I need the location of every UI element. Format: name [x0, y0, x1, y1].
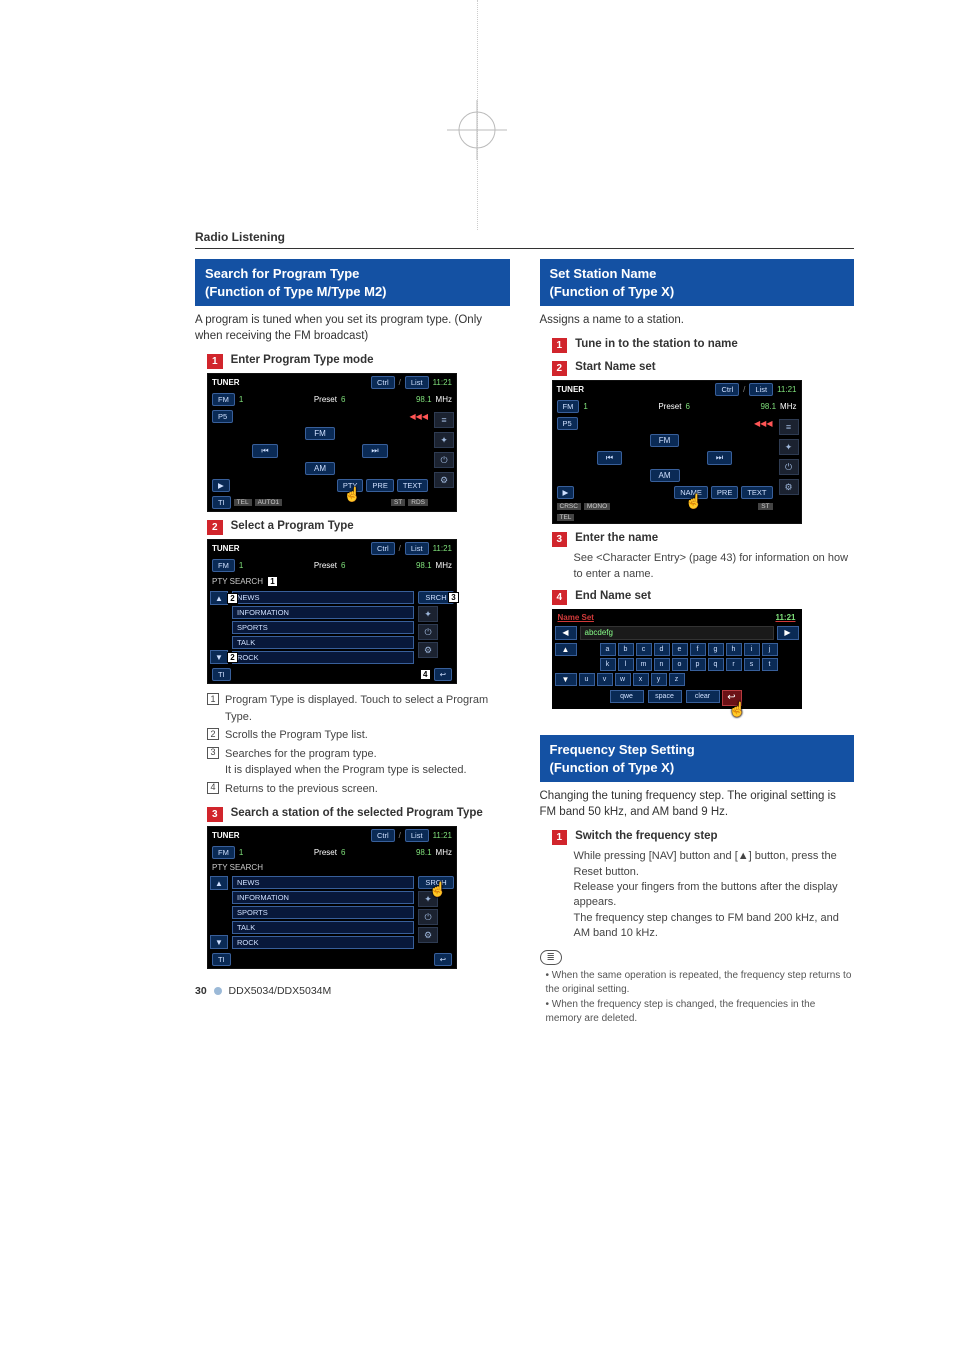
intro-text: Assigns a name to a station.	[540, 312, 855, 328]
name-field: abcdefg	[580, 626, 774, 640]
pointer-icon: ☝	[429, 881, 446, 898]
power-icon: ⏻	[434, 452, 454, 468]
cursor-left-icon: ◀	[555, 626, 577, 640]
legend-marker: 3	[207, 747, 219, 759]
step-title: Select a Program Type	[231, 520, 354, 532]
settings-icon: ⚙	[434, 472, 454, 488]
step-number: 3	[552, 532, 568, 547]
step-title: Enter Program Type mode	[231, 354, 374, 366]
tuner-screenshot-ptylist: TUNER Ctrl / List 11:21 FM 1 Preset 6	[207, 539, 457, 684]
nav-icon: ✦	[418, 606, 438, 622]
callout-4: 4	[420, 669, 431, 680]
feature-title-search-pty: Search for Program Type (Function of Typ…	[195, 259, 510, 306]
callout-1: 1	[267, 576, 278, 587]
menu-icon: ≡	[779, 419, 799, 435]
intro-text: A program is tuned when you set its prog…	[195, 312, 510, 344]
legend-marker: 2	[207, 728, 219, 740]
settings-icon: ⚙	[418, 642, 438, 658]
fold-crosshair	[447, 100, 507, 160]
tuner-screenshot-nameset: TUNER Ctrl / List 11:21 FM 1 Preset 6	[552, 380, 802, 524]
note-list: When the same operation is repeated, the…	[540, 969, 855, 1027]
pointer-icon: ☝	[344, 486, 361, 503]
step-number: 4	[552, 590, 568, 605]
return-icon: ↩☝	[722, 690, 742, 706]
step-number: 2	[207, 520, 223, 535]
section-header: Radio Listening	[195, 230, 854, 249]
legend-marker: 4	[207, 782, 219, 794]
scroll-down-icon: ▼	[555, 673, 577, 686]
return-icon: ↩	[434, 953, 452, 966]
step-number: 1	[552, 830, 568, 845]
legend-marker: 1	[207, 693, 219, 705]
power-icon: ⏻	[418, 909, 438, 925]
step-title: Search a station of the selected Program…	[231, 807, 483, 819]
intro-text: Changing the tuning frequency step. The …	[540, 788, 855, 820]
step-body: See <Character Entry> (page 43) for info…	[574, 551, 855, 582]
nav-icon: ✦	[434, 432, 454, 448]
nav-icon: ✦	[779, 439, 799, 455]
scroll-up-icon: ▲	[555, 643, 577, 656]
tuner-screenshot-search: TUNER Ctrl / List 11:21 FM 1 Preset 6	[207, 826, 457, 969]
cursor-right-icon: ▶	[777, 626, 799, 640]
step-title: Start Name set	[575, 361, 656, 373]
page-footer: 30 DDX5034/DDX5034M	[195, 985, 331, 997]
power-icon: ⏻	[779, 459, 799, 475]
step-title: Enter the name	[575, 532, 658, 544]
pointer-icon: ☝	[685, 493, 702, 510]
step-body: While pressing [NAV] button and [▲] butt…	[574, 849, 855, 941]
power-icon: ⏻	[418, 624, 438, 640]
tuner-screenshot-mode: TUNER Ctrl / List 11:21 FM 1 Preset 6	[207, 373, 457, 512]
callout-3: 3	[448, 592, 459, 603]
callout-2: 2	[227, 593, 238, 604]
keyboard-screenshot: Name Set 11:21 ◀ abcdefg ▶ ▲ a b c	[552, 609, 802, 709]
pointer-icon: ☝	[729, 701, 746, 718]
return-icon: ↩	[434, 668, 452, 681]
menu-icon: ≡	[434, 412, 454, 428]
feature-title-set-name: Set Station Name (Function of Type X)	[540, 259, 855, 306]
step-number: 1	[552, 338, 568, 353]
step-number: 3	[207, 807, 223, 822]
step-number: 2	[552, 361, 568, 376]
step-title: End Name set	[575, 590, 651, 602]
callout-2b: 2	[227, 652, 238, 663]
step-title: Tune in to the station to name	[575, 338, 738, 350]
settings-icon: ⚙	[779, 479, 799, 495]
feature-title-freq-step: Frequency Step Setting (Function of Type…	[540, 735, 855, 782]
step-title: Switch the frequency step	[575, 830, 718, 842]
note-icon: ≣	[540, 950, 562, 965]
step-number: 1	[207, 354, 223, 369]
settings-icon: ⚙	[418, 927, 438, 943]
